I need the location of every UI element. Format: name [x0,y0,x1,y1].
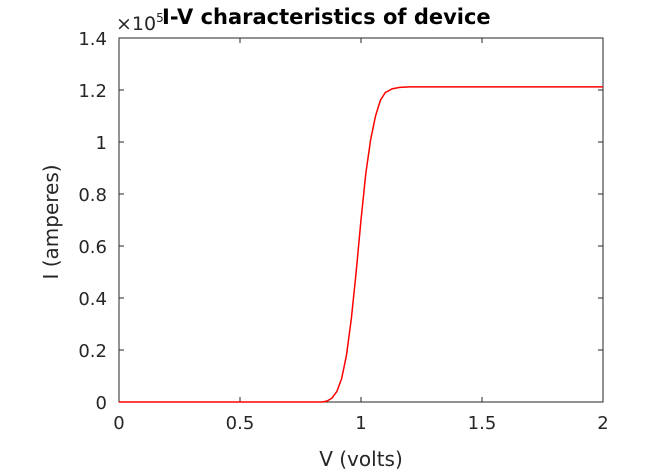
y-axis-multiplier: ×105 [116,11,164,35]
y-tick-label: 1.4 [78,29,107,50]
y-tick-label: 0.8 [78,185,107,206]
y-tick-label: 0.6 [78,237,107,258]
x-axis-label: V (volts) [319,447,403,471]
x-tick-label: 1 [355,413,366,434]
y-tick-label: 1 [96,133,107,154]
y-axis-label: I (amperes) [39,164,63,279]
y-multiplier-base: ×10 [116,13,156,35]
y-tick-label: 1.2 [78,81,107,102]
x-tick-label: 0.5 [226,413,255,434]
y-axis-ticks: 0 0.2 0.4 0.6 0.8 1 1.2 1.4 [78,29,603,414]
y-tick-label: 0 [96,393,107,414]
x-tick-label: 0 [113,413,124,434]
series-group [119,86,603,403]
x-tick-label: 2 [597,413,608,434]
chart-title: I-V characteristics of device [162,5,491,29]
y-tick-label: 0.4 [78,289,107,310]
x-axis-ticks: 0 0.5 1 1.5 2 [113,38,609,434]
x-tick-label: 1.5 [468,413,497,434]
y-multiplier-exponent: 5 [156,11,164,25]
y-tick-label: 0.2 [78,341,107,362]
series-line [119,86,603,403]
